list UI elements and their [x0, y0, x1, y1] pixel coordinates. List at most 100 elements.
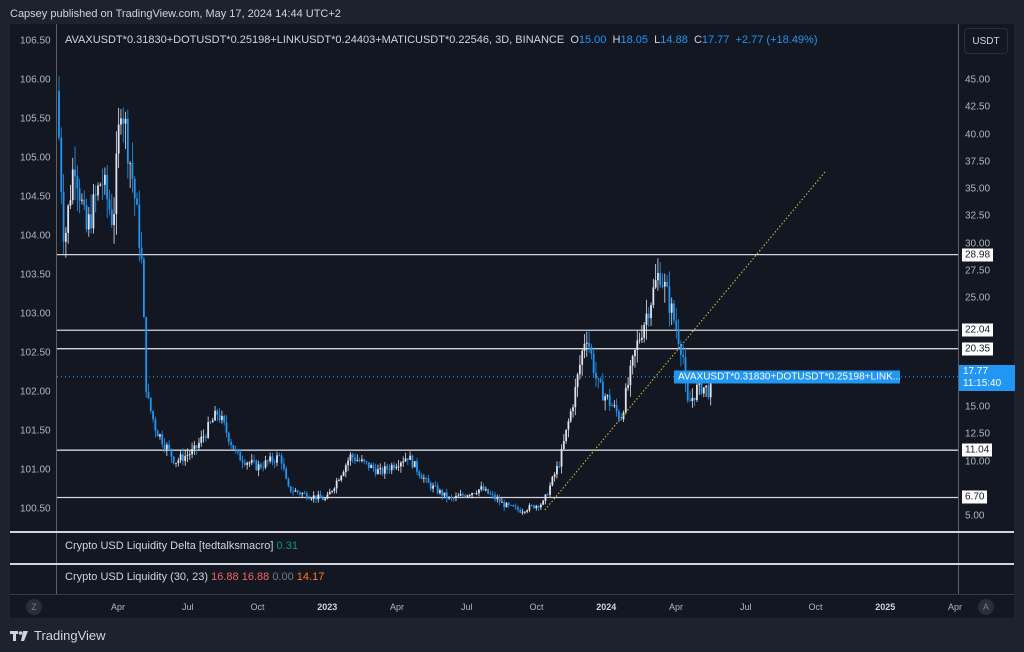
- candle: [319, 494, 322, 498]
- left-price-axis[interactable]: 106.50 106.00 105.50 105.00 104.50 104.00 103.…: [10, 24, 57, 594]
- candle: [113, 214, 115, 226]
- tradingview-logo[interactable]: TradingView: [10, 628, 106, 643]
- candle: [475, 493, 478, 495]
- close-label: C: [693, 34, 702, 46]
- candle: [276, 455, 278, 463]
- candle: [370, 465, 372, 469]
- candle: [58, 90, 60, 138]
- candle: [223, 416, 226, 423]
- candle: [514, 506, 517, 508]
- candle: [294, 490, 297, 492]
- right-axis-tick: 5.00: [965, 510, 985, 522]
- left-axis-tick: 100.50: [20, 503, 51, 515]
- candle: [457, 495, 460, 497]
- candle: [133, 178, 136, 199]
- candle: [677, 329, 680, 345]
- candle: [209, 422, 212, 423]
- candle: [537, 505, 540, 508]
- candle: [611, 405, 613, 407]
- candle: [241, 460, 244, 463]
- candle: [512, 504, 515, 507]
- candle: [342, 472, 345, 476]
- candle: [650, 305, 652, 319]
- candle: [487, 489, 490, 494]
- candle: [608, 395, 611, 406]
- symbol-name: AVAXUSDT*0.31830+DOTUSDT*0.25198+LINKUSD…: [65, 34, 565, 46]
- candle: [381, 468, 384, 474]
- candle: [673, 303, 675, 321]
- right-axis-tick: 45.00: [965, 74, 991, 86]
- price-chart[interactable]: [57, 24, 958, 531]
- candle: [615, 404, 618, 412]
- candle: [147, 392, 150, 398]
- left-axis-tick: 101.50: [20, 425, 51, 437]
- right-axis-tick: 42.50: [965, 101, 991, 113]
- candle: [312, 495, 315, 499]
- candle: [638, 339, 641, 341]
- candle: [439, 490, 441, 494]
- candle: [489, 493, 492, 495]
- candle: [556, 466, 558, 475]
- right-axis-tick: 30.00: [965, 238, 991, 249]
- candle: [172, 456, 175, 464]
- pane-separator[interactable]: [10, 563, 1014, 565]
- candle: [168, 444, 171, 449]
- candle: [393, 464, 395, 469]
- candle: [459, 494, 462, 496]
- auto-scale-button[interactable]: A: [978, 599, 994, 615]
- open-label: O: [570, 34, 579, 46]
- candle: [333, 488, 336, 491]
- time-axis[interactable]: Z A Apr Jul Oct 2023 Apr Jul Oct 2024 Apr Jul Oct 2…: [10, 594, 1014, 618]
- candle: [177, 460, 180, 463]
- candle: [679, 344, 682, 355]
- candle: [303, 493, 306, 494]
- candle: [480, 486, 483, 490]
- candle: [707, 385, 710, 398]
- candle: [383, 466, 386, 474]
- candle: [243, 462, 246, 465]
- right-price-axis[interactable]: 5.00 10.00 12.50 15.00 25.00 27.50 30.00 32.50 3…: [958, 24, 1015, 594]
- candle: [221, 416, 223, 421]
- candle: [505, 502, 508, 508]
- candle: [165, 444, 168, 450]
- close-value: 17.77: [701, 34, 730, 46]
- candle: [363, 459, 366, 462]
- candle: [659, 272, 662, 286]
- candle: [390, 464, 393, 471]
- candle: [101, 184, 104, 186]
- indicator-pane-liquidity-delta: Crypto USD Liquidity Delta [tedtalksmacr…: [57, 540, 958, 552]
- high-value: 18.05: [620, 34, 649, 46]
- candle: [377, 469, 379, 475]
- candle: [351, 454, 354, 458]
- candle: [411, 455, 414, 468]
- candle: [517, 507, 519, 510]
- candle: [640, 337, 643, 340]
- candle: [409, 455, 411, 460]
- candle: [202, 436, 205, 438]
- candle: [356, 460, 359, 461]
- candle: [145, 317, 148, 393]
- indicator-value: 14.17: [296, 571, 325, 583]
- candle: [175, 462, 177, 464]
- candle: [255, 460, 258, 471]
- currency-button[interactable]: USDT: [964, 28, 1008, 54]
- candle: [565, 429, 568, 442]
- candle: [260, 464, 262, 468]
- candle: [184, 455, 187, 462]
- candle: [420, 475, 423, 479]
- pane-separator[interactable]: [10, 531, 1014, 533]
- left-axis-tick: 103.00: [20, 308, 51, 320]
- candle: [106, 174, 109, 200]
- candle: [482, 486, 485, 491]
- candle: [507, 502, 510, 505]
- candle: [461, 494, 464, 496]
- candle: [652, 287, 655, 306]
- candle: [530, 505, 533, 507]
- candle: [425, 478, 428, 479]
- candle: [498, 498, 501, 503]
- candle: [257, 464, 260, 471]
- zoom-reset-button[interactable]: Z: [26, 599, 42, 615]
- candle: [60, 137, 63, 193]
- candle: [154, 419, 157, 431]
- time-axis-tick: Apr: [110, 602, 126, 612]
